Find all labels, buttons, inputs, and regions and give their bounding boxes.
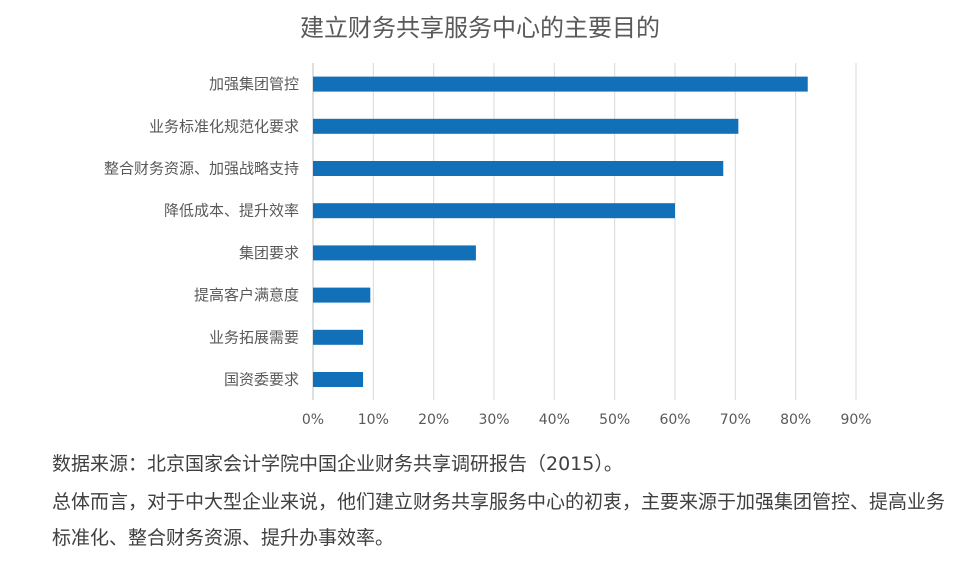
category-label: 业务标准化规范化要求 <box>149 117 299 135</box>
category-label: 集团要求 <box>239 244 299 262</box>
chart-title: 建立财务共享服务中心的主要目的 <box>300 14 660 42</box>
x-tick-label: 30% <box>478 412 509 428</box>
x-tick-label: 80% <box>780 412 811 428</box>
bar <box>313 287 371 303</box>
category-label: 提高客户满意度 <box>194 286 299 304</box>
category-label: 国资委要求 <box>224 371 299 389</box>
bar <box>313 372 364 387</box>
x-tick-label: 40% <box>539 412 570 428</box>
x-tick-label: 50% <box>599 412 630 428</box>
x-tick-label: 20% <box>418 412 449 428</box>
x-tick-label: 70% <box>720 412 751 428</box>
x-tick-label: 10% <box>358 412 389 428</box>
x-tick-label: 90% <box>840 412 871 428</box>
bar <box>313 203 675 219</box>
x-tick-label: 60% <box>659 412 690 428</box>
bar-chart: 0% 10% 20% 30% 40% 50% 60% 70% 80% 90% 加强集团管控业务标准化… <box>104 63 872 428</box>
category-label: 整合财务资源、加强战略支持 <box>104 160 299 178</box>
bar <box>313 245 476 261</box>
x-tick-label: 0% <box>302 412 324 428</box>
bar <box>313 76 808 92</box>
bar <box>313 161 724 176</box>
category-label: 业务拓展需要 <box>209 328 299 346</box>
source-note: 数据来源：北京国家会计学院中国企业财务共享调研报告（2015）。 <box>52 453 623 475</box>
summary-note: 总体而言，对于中大型企业来说，他们建立财务共享服务中心的初衷，主要来源于加强集团… <box>52 491 946 549</box>
category-label: 降低成本、提升效率 <box>164 202 299 220</box>
bar <box>313 329 364 345</box>
bar <box>313 118 739 134</box>
category-label: 加强集团管控 <box>209 75 299 93</box>
